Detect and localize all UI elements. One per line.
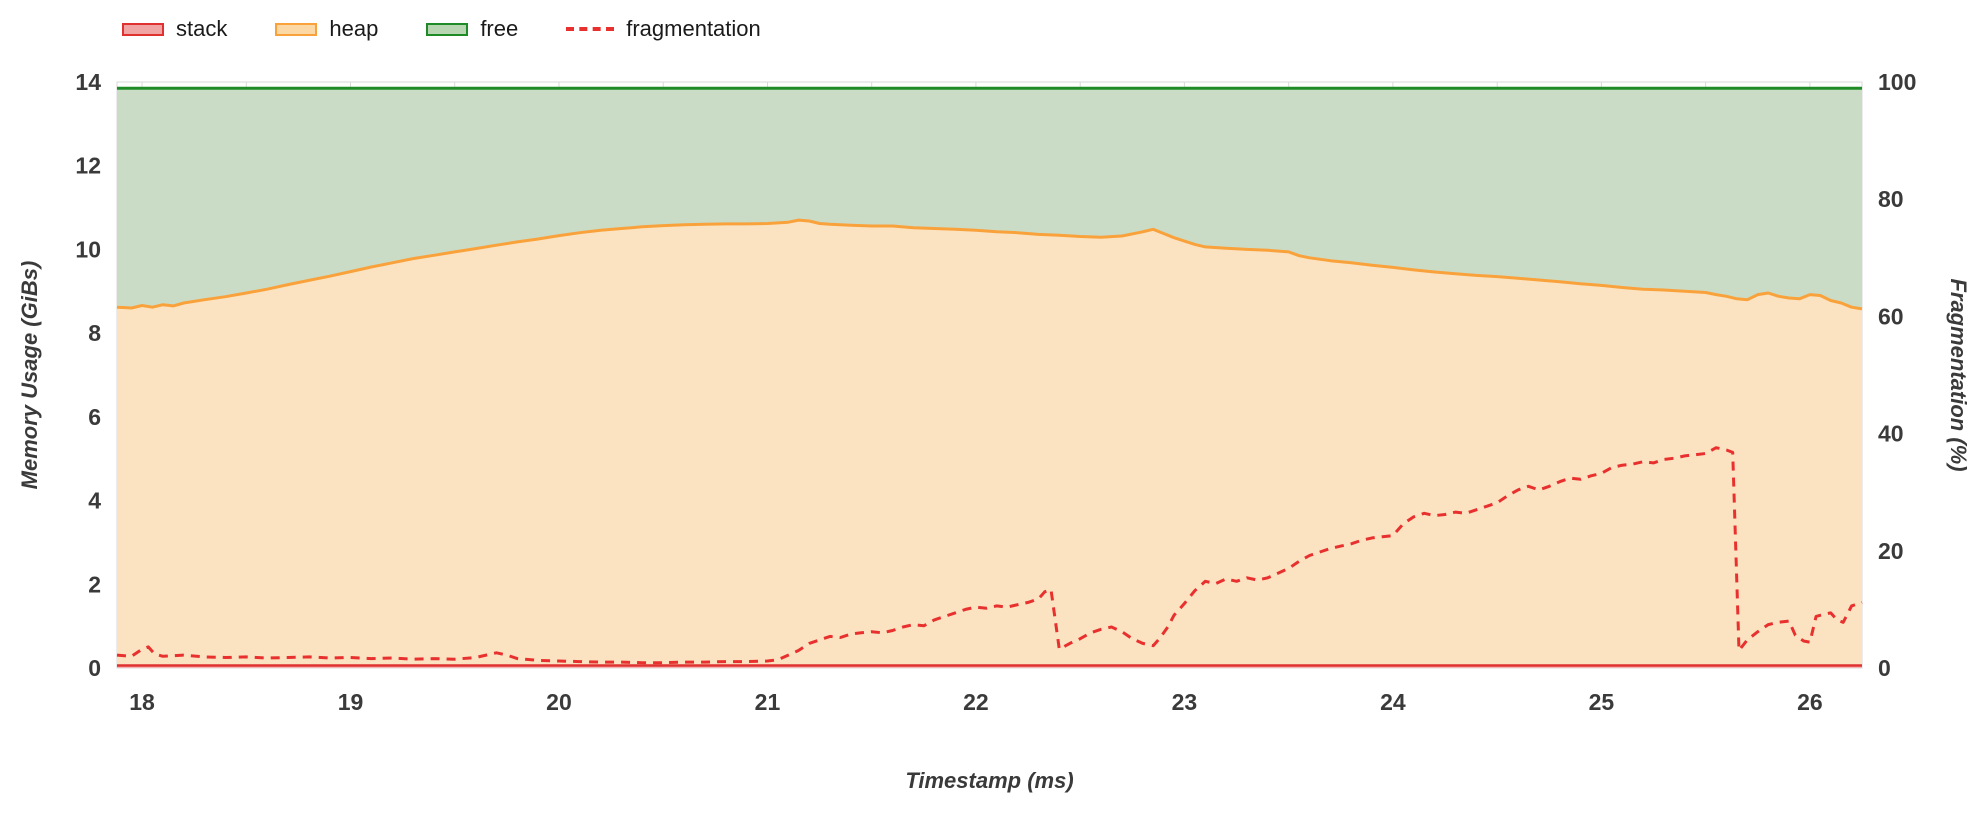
y-right-tick-label: 100 (1878, 69, 1916, 95)
heap-swatch-icon (275, 22, 318, 36)
y-right-tick-label: 60 (1878, 303, 1904, 329)
y-axis-title-right: Fragmentation (%) (1946, 278, 1971, 472)
x-tick-label: 24 (1380, 689, 1406, 715)
x-tick-label: 21 (755, 689, 781, 715)
legend-label-fragmentation: fragmentation (626, 16, 761, 41)
y-left-tick-label: 0 (88, 655, 101, 681)
y-right-tick-label: 80 (1878, 186, 1904, 212)
x-tick-label: 22 (963, 689, 989, 715)
x-tick-label: 25 (1589, 689, 1615, 715)
stack-swatch-icon (122, 22, 164, 36)
y-right-tick-label: 0 (1878, 655, 1891, 681)
y-right-tick-label: 40 (1878, 421, 1904, 447)
y-left-tick-label: 12 (75, 153, 101, 179)
y-axis-title-left: Memory Usage (GiBs) (17, 260, 42, 490)
chart-legend: stack heap free fragmentation (122, 16, 761, 42)
y-left-tick-label: 6 (88, 404, 101, 430)
heap-line (116, 218, 1863, 311)
legend-item-fragmentation[interactable]: fragmentation (566, 16, 761, 42)
x-tick-label: 18 (129, 689, 155, 715)
heap-area (117, 220, 1862, 666)
x-tick-label: 23 (1172, 689, 1198, 715)
x-axis-title: Timestamp (ms) (905, 768, 1074, 793)
legend-item-free[interactable]: free (426, 16, 518, 42)
legend-label-free: free (480, 16, 519, 41)
y-left-tick-label: 14 (75, 69, 101, 95)
y-right-tick-label: 20 (1878, 538, 1904, 564)
free-area (117, 88, 1862, 309)
legend-label-stack: stack (176, 16, 228, 41)
y-left-tick-label: 4 (88, 488, 101, 514)
x-tick-label: 20 (546, 689, 572, 715)
legend-item-stack[interactable]: stack (122, 16, 227, 42)
free-swatch-icon (426, 22, 469, 36)
y-left-tick-label: 8 (88, 320, 101, 346)
legend-label-heap: heap (329, 16, 379, 41)
fragmentation-dashed-line-icon (566, 27, 615, 31)
x-tick-label: 26 (1797, 689, 1823, 715)
legend-item-heap[interactable]: heap (275, 16, 378, 42)
y-left-tick-label: 2 (88, 571, 101, 597)
fragmentation-line (116, 446, 1863, 665)
y-left-tick-label: 10 (75, 236, 101, 262)
x-tick-label: 19 (338, 689, 364, 715)
